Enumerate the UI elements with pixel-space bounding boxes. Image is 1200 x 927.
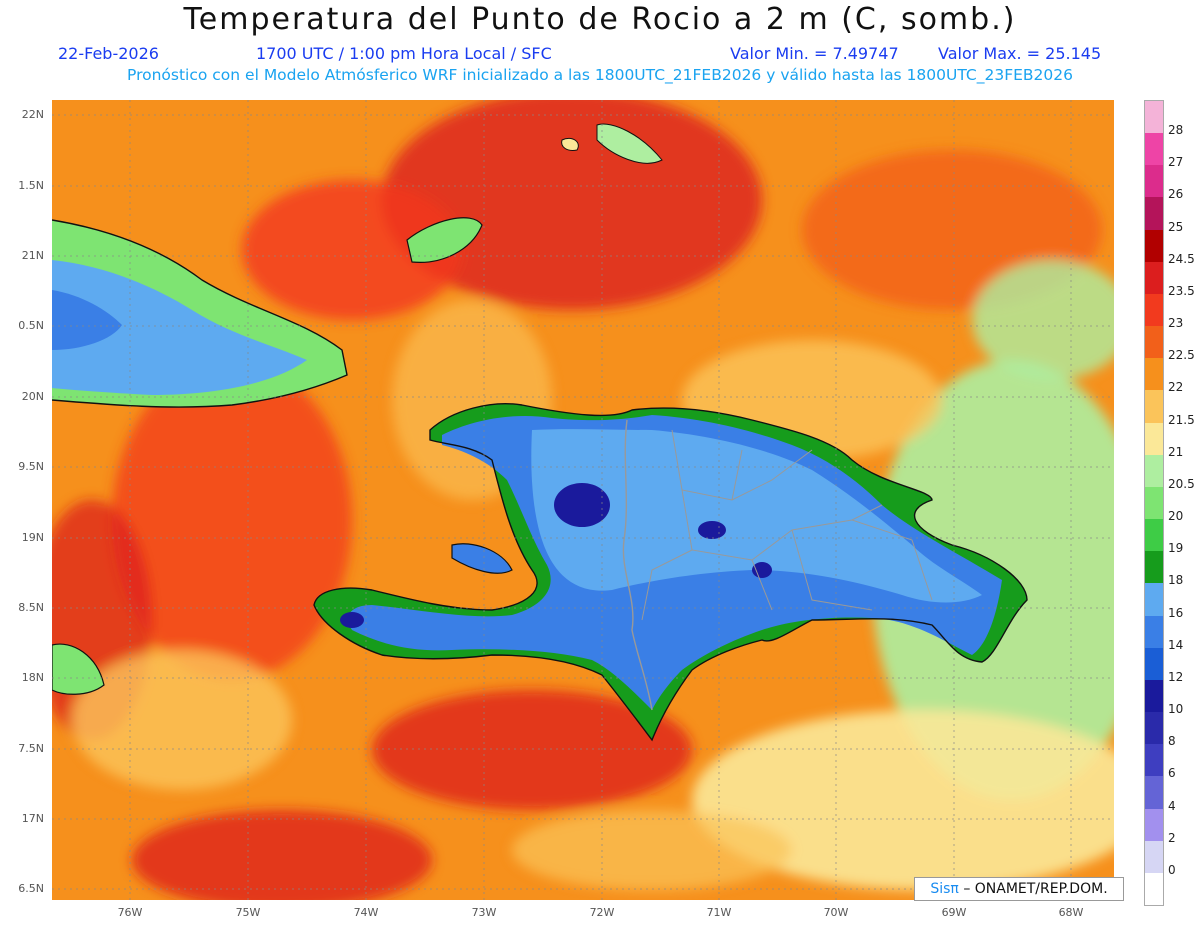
lat-label-20n: 20N [21,390,44,403]
legend-swatch [1145,840,1163,874]
lat-label-19n: 19N [21,531,44,544]
legend-swatch [1145,615,1163,649]
forecast-time: 1700 UTC / 1:00 pm Hora Local / SFC [256,44,552,63]
credit-text: – ONAMET/REP.DOM. [963,881,1108,897]
lat-label-19-5n: 9.5N [18,460,44,473]
legend-swatch [1145,519,1163,552]
legend-swatch [1145,326,1163,359]
credit-box: Sisπ – ONAMET/REP.DOM. [914,877,1124,901]
legend-swatch [1145,872,1163,906]
legend-swatch [1145,197,1163,231]
warm-band-north [382,100,762,310]
legend-label: 16 [1168,605,1184,620]
legend-label: 28 [1168,123,1184,138]
lon-label-74w: 74W [353,906,379,919]
legend-label: 24.5 [1168,251,1195,266]
legend-label: 21.5 [1168,412,1195,427]
legend-label: 8 [1168,734,1176,749]
credit-brand: Sisπ [930,881,959,897]
lon-label-72w: 72W [589,906,615,919]
legend-label: 21 [1168,444,1184,459]
legend-label: 2 [1168,830,1176,845]
lat-label-18n: 18N [21,671,44,684]
legend-swatch [1145,647,1163,681]
legend-label: 22.5 [1168,348,1195,363]
map-canvas [52,100,1114,900]
lat-lon-grid [52,100,1114,900]
legend-label: 4 [1168,798,1176,813]
min-value: Valor Min. = 7.49747 [730,44,899,63]
max-value: Valor Max. = 25.145 [938,44,1102,63]
dewpoint-map [52,100,1114,900]
lon-label-73w: 73W [471,906,497,919]
lon-label-71w: 71W [706,906,732,919]
legend-label: 25 [1168,219,1184,234]
lat-label-22n: 22N [21,108,44,121]
lat-label-17n: 17N [21,812,44,825]
legend-swatch [1145,744,1163,777]
legend-swatch [1145,551,1163,584]
lon-label-76w: 76W [117,906,143,919]
lat-label-21n: 21N [21,249,44,262]
legend-swatch [1145,165,1163,198]
legend-swatch [1145,101,1163,134]
legend-swatch [1145,261,1163,295]
forecast-date: 22-Feb-2026 [58,44,159,63]
legend-swatch [1145,776,1163,810]
lon-label-68w: 68W [1058,906,1084,919]
legend-label: 23 [1168,316,1184,331]
legend-swatch [1145,583,1163,617]
lon-label-69w: 69W [941,906,967,919]
province-borders [641,429,933,621]
legend-swatch [1145,229,1163,263]
legend-swatch [1145,293,1163,327]
jamaica-island [52,643,105,695]
legend-label: 27 [1168,155,1184,170]
country-border [622,419,653,711]
legend-swatch [1145,808,1163,842]
legend-swatch [1145,712,1163,745]
gonave-island [451,543,513,574]
model-info: Pronóstico con el Modelo Atmósferico WRF… [127,66,1073,84]
legend-label: 26 [1168,187,1184,202]
inagua-island [406,217,483,263]
legend-label: 0 [1168,862,1176,877]
legend-swatch [1145,390,1163,424]
color-legend-bar [1144,100,1164,906]
lon-label-75w: 75W [235,906,261,919]
lat-label-20-5n: 0.5N [18,319,44,332]
legend-label: 20 [1168,509,1184,524]
legend-label: 10 [1168,702,1184,717]
legend-label: 6 [1168,766,1176,781]
legend-swatch [1145,486,1163,520]
legend-swatch [1145,133,1163,166]
legend-swatch [1145,679,1163,713]
lon-label-70w: 70W [823,906,849,919]
map-title: Temperatura del Punto de Rocio a 2 m (C,… [183,2,1017,37]
legend-label: 14 [1168,637,1184,652]
legend-label: 20.5 [1168,476,1195,491]
legend-label: 12 [1168,669,1184,684]
legend-label: 19 [1168,541,1184,556]
legend-swatch [1145,422,1163,456]
lat-label-18-5n: 8.5N [18,601,44,614]
legend-label: 18 [1168,573,1184,588]
lat-label-16-5n: 6.5N [18,882,44,895]
legend-label: 23.5 [1168,283,1195,298]
legend-label: 22 [1168,380,1184,395]
legend-swatch [1145,358,1163,391]
lat-label-21-5n: 1.5N [18,179,44,192]
legend-swatch [1145,454,1163,488]
lat-label-17-5n: 7.5N [18,742,44,755]
